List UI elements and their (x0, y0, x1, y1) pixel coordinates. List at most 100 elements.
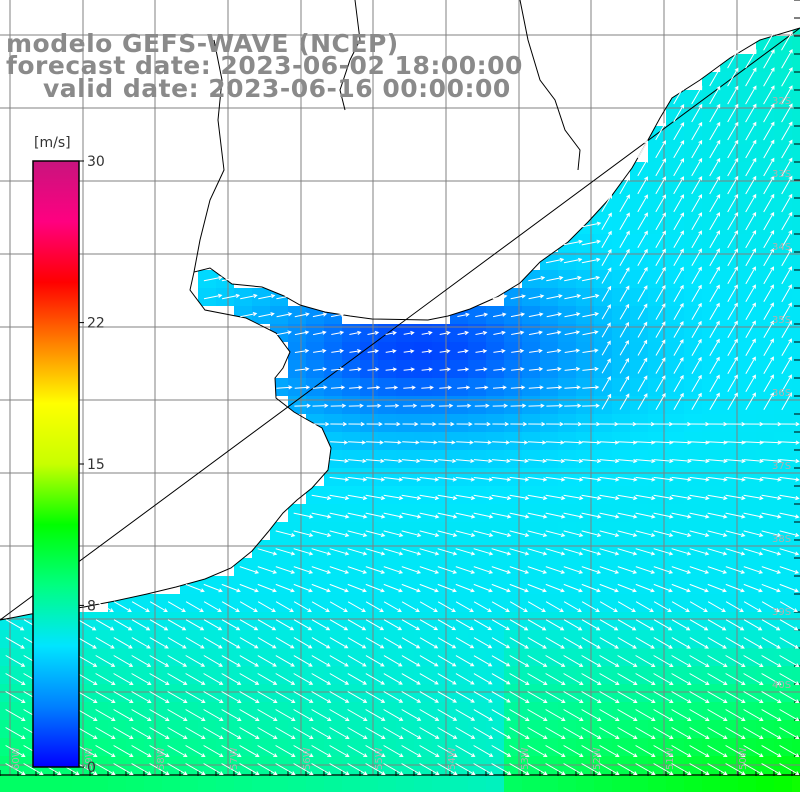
field-cell (432, 774, 450, 792)
wind-arrow (707, 476, 728, 482)
wind-arrow (581, 583, 601, 593)
field-cell (612, 378, 630, 396)
wind-arrow (491, 566, 512, 574)
field-cell (432, 522, 450, 540)
field-cell (540, 324, 558, 342)
field-cell (612, 540, 630, 558)
field-cell (414, 468, 432, 486)
wind-arrow (437, 763, 458, 776)
field-cell (432, 414, 450, 432)
field-cell (378, 774, 396, 792)
wind-arrow (419, 745, 440, 758)
wind-arrow (691, 338, 702, 356)
wind-arrow (601, 212, 612, 231)
field-cell (72, 774, 90, 792)
field-cell (414, 504, 432, 522)
field-cell (648, 504, 666, 522)
wind-arrow (347, 637, 367, 649)
field-cell (396, 360, 414, 378)
wind-arrow (455, 512, 476, 519)
field-cell (684, 378, 702, 396)
wind-arrow (384, 440, 402, 445)
field-cell (612, 396, 630, 414)
field-cell (738, 234, 756, 252)
wind-arrow (365, 763, 386, 776)
wind-arrow (671, 548, 692, 556)
wind-arrow (185, 763, 206, 776)
wind-arrow (438, 421, 455, 427)
wind-arrow (474, 403, 490, 408)
field-cell (558, 432, 576, 450)
wind-arrow (673, 357, 684, 374)
field-cell (738, 72, 756, 90)
field-cell (738, 270, 756, 288)
wind-arrow (311, 583, 331, 593)
colorbar-tick-label: 22 (87, 316, 105, 332)
wind-arrow (691, 157, 703, 177)
wind-arrow (365, 727, 386, 740)
wind-arrow (781, 266, 793, 285)
wind-arrow (420, 421, 437, 427)
wind-arrow (745, 248, 757, 267)
wind-arrow (77, 727, 98, 740)
wind-arrow (707, 619, 727, 631)
wind-arrow (311, 763, 332, 776)
wind-arrow (257, 566, 278, 574)
wind-arrow (365, 566, 386, 574)
field-cell (630, 774, 648, 792)
wind-arrow (149, 637, 169, 649)
wind-arrow (527, 709, 548, 722)
wind-arrow (709, 284, 720, 303)
wind-arrow (563, 566, 584, 574)
wind-arrow (635, 440, 656, 445)
wind-arrow (617, 727, 638, 740)
field-cell (594, 486, 612, 504)
wind-arrow (745, 85, 757, 105)
wind-arrow (95, 637, 115, 649)
field-cell (450, 378, 468, 396)
field-cell (522, 378, 540, 396)
field-cell (666, 396, 684, 414)
wind-arrow (763, 338, 774, 357)
field-cell (378, 378, 396, 396)
wind-arrow (385, 385, 399, 390)
wind-arrow (527, 673, 548, 686)
field-cell (756, 486, 774, 504)
wind-arrow (673, 248, 684, 267)
field-cell (630, 504, 648, 522)
wind-arrow (763, 175, 775, 195)
field-cell (720, 126, 738, 144)
wind-arrow (727, 356, 738, 375)
wind-arrow (707, 601, 726, 613)
field-cell (720, 342, 738, 360)
wind-arrow (5, 727, 26, 740)
wind-arrow (419, 548, 440, 556)
field-cell (378, 342, 396, 360)
wind-arrow (761, 601, 780, 613)
wind-arrow (581, 745, 602, 758)
field-cell (666, 306, 684, 324)
wind-arrow (113, 673, 134, 686)
wind-arrow (329, 691, 350, 703)
wind-arrow (473, 548, 494, 556)
field-cell (720, 468, 738, 486)
wind-arrow (527, 619, 547, 631)
wind-arrow (385, 330, 397, 336)
field-cell (468, 378, 486, 396)
wind-arrow (329, 566, 350, 574)
field-cell (360, 396, 378, 414)
wind-arrow (671, 512, 692, 519)
wind-arrow (455, 601, 474, 613)
wind-arrow (221, 655, 241, 667)
wind-arrow (293, 637, 313, 649)
wind-arrow (203, 691, 224, 704)
field-cell (324, 378, 342, 396)
wind-arrow (437, 530, 458, 537)
wind-arrow (401, 763, 422, 776)
wind-arrow (437, 601, 456, 613)
wind-arrow (745, 211, 757, 231)
wind-arrow (761, 637, 781, 649)
wind-arrow (761, 619, 781, 631)
wind-arrow (689, 673, 710, 686)
wind-arrow (689, 458, 710, 464)
